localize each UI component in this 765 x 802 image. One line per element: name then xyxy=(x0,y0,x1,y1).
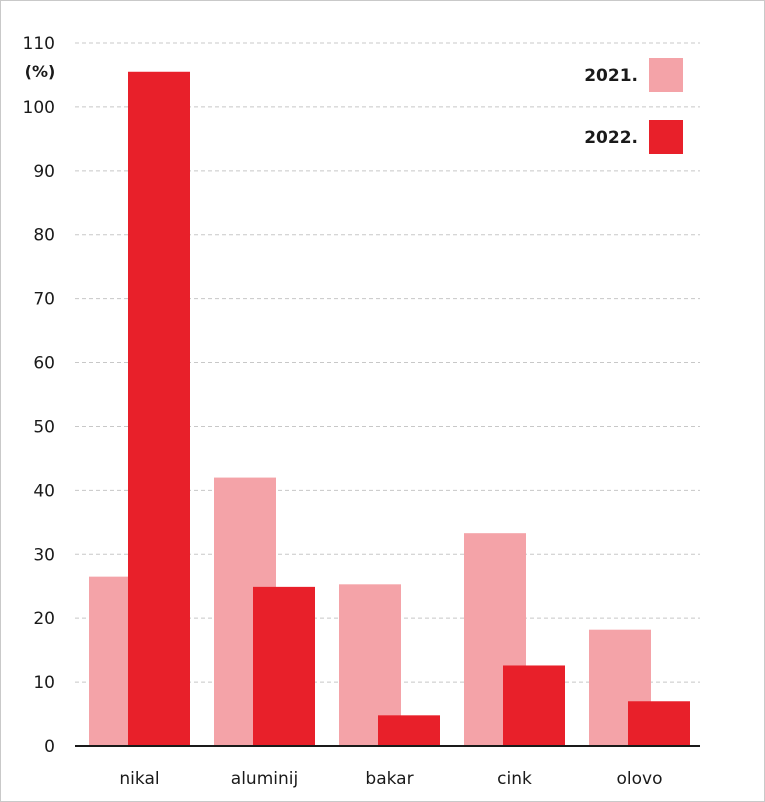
x-category-label: olovo xyxy=(617,769,663,789)
y-tick-label: 10 xyxy=(33,673,55,693)
x-category-label: aluminij xyxy=(231,769,298,789)
bar-olovo-2022 xyxy=(628,701,690,746)
bars xyxy=(89,71,690,746)
x-axis-categories: nikal aluminij bakar cink olovo xyxy=(119,769,662,789)
legend-swatch xyxy=(649,120,683,154)
y-tick-label: 50 xyxy=(33,417,55,437)
y-axis-unit-label: (%) xyxy=(25,62,56,81)
y-tick-label: 90 xyxy=(33,162,55,182)
x-category-label: nikal xyxy=(119,769,159,789)
legend-swatch xyxy=(649,58,683,92)
legend-label: 2022. xyxy=(584,128,638,148)
bar-aluminij-2022 xyxy=(253,586,315,746)
legend-label: 2021. xyxy=(584,66,638,86)
y-tick-label: 80 xyxy=(33,226,55,246)
y-tick-label: 60 xyxy=(33,354,55,374)
y-tick-label: 0 xyxy=(44,737,55,757)
y-tick-label: 100 xyxy=(23,98,55,118)
y-tick-label: 20 xyxy=(33,609,55,629)
bar-nikal-2022 xyxy=(128,71,190,746)
y-tick-label: 40 xyxy=(33,481,55,501)
bar-cink-2022 xyxy=(503,665,565,746)
y-axis-ticks: 0 10 20 30 40 50 60 70 80 90 100 110 xyxy=(23,34,55,757)
y-tick-label: 70 xyxy=(33,290,55,310)
legend: 2021. 2022. xyxy=(584,58,683,154)
bar-bakar-2022 xyxy=(378,715,440,746)
y-tick-label: 110 xyxy=(23,34,55,54)
y-tick-label: 30 xyxy=(33,545,55,565)
x-category-label: bakar xyxy=(365,769,413,789)
x-category-label: cink xyxy=(497,769,532,789)
